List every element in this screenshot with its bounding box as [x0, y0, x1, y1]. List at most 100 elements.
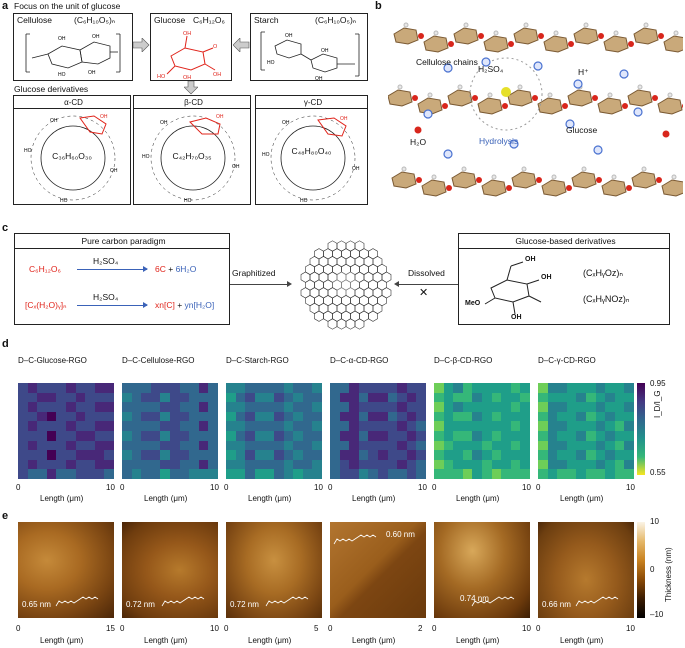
heatmap-cell [235, 402, 246, 412]
heatmap-cell [150, 440, 161, 451]
heatmap-cell [339, 450, 350, 460]
heatmap-cell [443, 450, 454, 460]
heatmap-cell [94, 459, 105, 470]
heatmap-cell [520, 392, 530, 403]
heatmap-cell [330, 440, 340, 451]
heatmap-cell [576, 402, 586, 412]
heatmap-cell [208, 411, 218, 422]
heatmap-cell [472, 383, 482, 393]
afm-colorbar [637, 522, 645, 618]
heatmap-cell [443, 383, 454, 393]
heatmap-cell [264, 431, 274, 441]
heatmap-cell [226, 392, 236, 403]
heatmap-cell [472, 459, 482, 470]
heatmap-cell [170, 411, 180, 422]
heatmap-cell [254, 402, 265, 412]
proton-icon [443, 63, 453, 73]
heatmap-cell [312, 392, 322, 403]
heatmap-cell [302, 402, 313, 412]
heatmap-cell [595, 411, 606, 422]
heatmap-cell [406, 469, 417, 479]
heatmap-cell [453, 383, 463, 393]
heatmap-cell [189, 411, 199, 422]
heatmap-cell [179, 392, 190, 403]
heatmap-cell [283, 411, 294, 422]
heatmap-cell [378, 411, 388, 422]
panel-label-c: c [2, 222, 9, 234]
heatmap-cell [160, 469, 170, 479]
heatmap-cell [235, 383, 246, 393]
heatmap-cell [491, 383, 502, 393]
heatmap-cell [595, 383, 606, 393]
heatmap-cell [235, 421, 246, 431]
heatmap-cell [18, 450, 28, 460]
water-label: H₂O [410, 137, 427, 147]
thickness-label: 0.60 nm [386, 530, 415, 539]
heatmap-cell [170, 469, 180, 479]
heatmap-cell [208, 402, 218, 412]
heatmap-cell [208, 383, 218, 393]
raman-colorbar-max: 0.95 [650, 379, 666, 388]
heatmap-cell [576, 411, 586, 422]
heatmap-cell [538, 469, 548, 479]
heatmap-cell [491, 469, 502, 479]
heatmap-cell [538, 440, 548, 451]
heatmap-cell [349, 421, 359, 431]
x-tick-label: 10 [210, 483, 219, 492]
heatmap-cell [75, 469, 86, 479]
heatmap-cell [94, 411, 105, 422]
glucose-unit [423, 30, 454, 53]
heatmap-cell [406, 440, 417, 451]
heatmap-cell [538, 402, 548, 412]
svg-text:OH: OH [285, 33, 293, 39]
svg-text:OH: OH [58, 36, 66, 42]
heatmap-cell [254, 450, 265, 460]
heatmap-cell [254, 421, 265, 431]
heatmap-cell [141, 402, 151, 412]
raman-colorbar-label: I_D/I_G [653, 390, 662, 418]
heatmap-cell [141, 450, 151, 460]
heatmap-cell [387, 383, 398, 393]
glucose-unit [603, 30, 634, 53]
heatmap-cell [472, 411, 482, 422]
heatmap-cell [37, 450, 47, 460]
heatmap-cell [18, 431, 28, 441]
heatmap-cell [198, 392, 209, 403]
reaction2-reactant: [Cₓ(H₂O)ᵧ]ₙ [25, 300, 67, 310]
heatmap-cell [349, 431, 359, 441]
heatmap-cell [264, 411, 274, 422]
heatmap-cell [501, 469, 511, 479]
heatmap-cell [462, 402, 473, 412]
heatmap-cell [368, 431, 378, 441]
heatmap-cell [339, 469, 350, 479]
heatmap-cell [56, 469, 66, 479]
starch-box: Starch (C₆H₁₀O₅)ₙ OH OH HO OH [250, 13, 368, 81]
glucose-name: Glucose [154, 15, 186, 25]
heatmap-cell [453, 411, 463, 422]
heatmap-cell [472, 421, 482, 431]
heatmap-cell [576, 431, 586, 441]
glucose-structure-icon: OH O HO OH OH [157, 31, 221, 80]
heatmap-cell [330, 469, 340, 479]
raman-colorbar-min: 0.55 [650, 468, 666, 477]
heatmap-cell [339, 392, 350, 403]
heatmap-cell [170, 383, 180, 393]
heatmap-cell [198, 402, 209, 412]
heatmap-cell [312, 459, 322, 470]
svg-text:OH: OH [183, 75, 191, 80]
heatmap-cell [614, 450, 625, 460]
heatmap-cell [624, 469, 634, 479]
x-tick-label: 0 [432, 483, 437, 492]
cellulose-hydrolysis-render [388, 22, 683, 197]
heatmap-cell [245, 392, 255, 403]
heatmap-cell [293, 392, 303, 403]
x-axis-label: Length (μm) [144, 636, 188, 645]
afm-image: 0.60 nm [330, 522, 426, 618]
pure-carbon-title: Pure carbon paradigm [15, 234, 229, 249]
heatmap-cell [387, 392, 398, 403]
heatmap-cell [18, 402, 28, 412]
heatmap-cell [312, 431, 322, 441]
heatmap-cell [605, 440, 615, 451]
heatmap-cell [179, 440, 190, 451]
arrow-right-icon [133, 38, 150, 52]
